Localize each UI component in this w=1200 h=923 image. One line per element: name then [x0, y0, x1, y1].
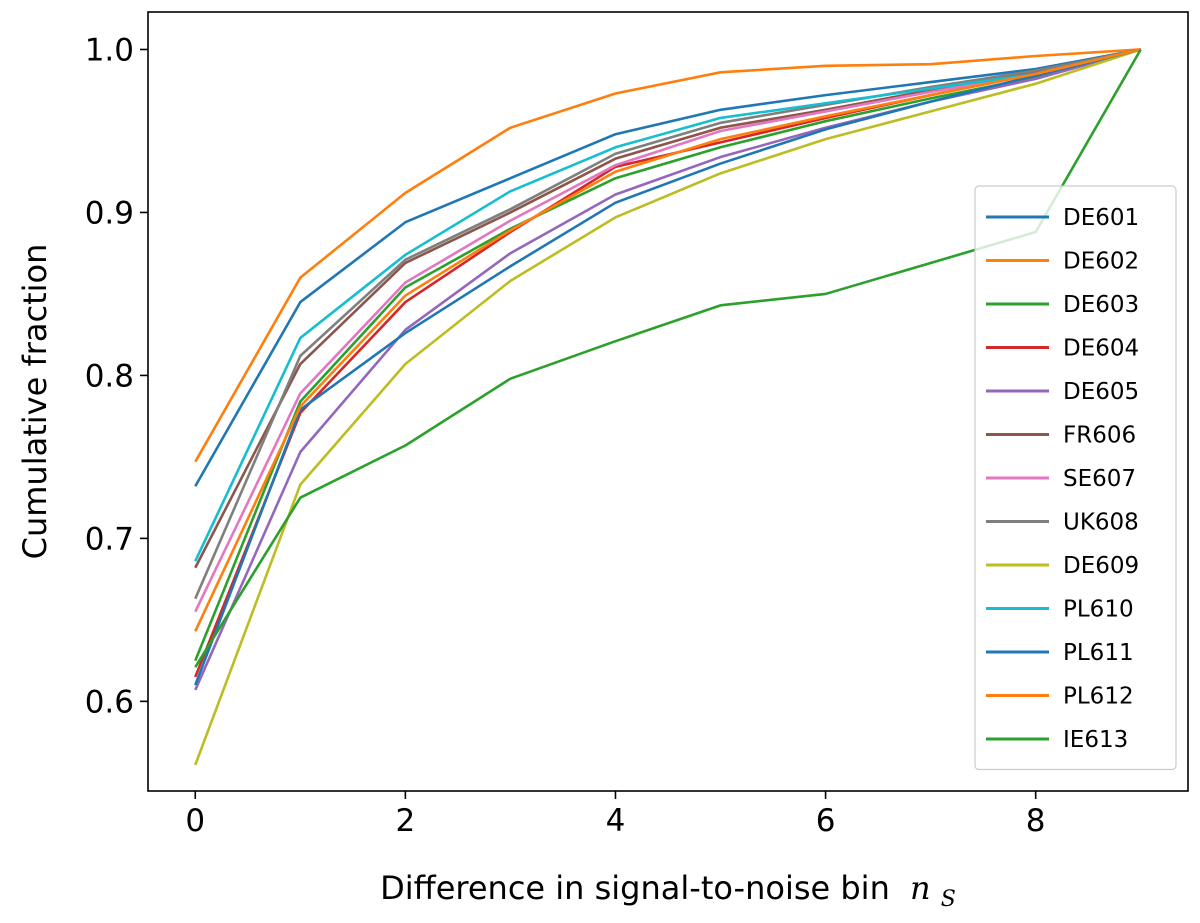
series-line-de602 [194, 48, 1141, 463]
legend-label-pl611: PL611 [1063, 640, 1134, 666]
series-line-pl611 [194, 48, 1142, 686]
x-axis-label-math: n [910, 869, 931, 907]
y-tick-label: 0.8 [85, 358, 134, 394]
legend-label-de603: DE603 [1063, 292, 1139, 318]
x-tick-label: 2 [396, 803, 416, 839]
legend-label-fr606: FR606 [1063, 423, 1136, 449]
x-axis-label: Difference in signal-to-noise bin n S [380, 869, 956, 912]
legend: DE601 DE602 DE603 DE604 DE605 FR606 SE607 UK608… [974, 185, 1177, 771]
series-line-se607 [194, 48, 1142, 613]
x-tick-label: 4 [606, 803, 626, 839]
legend-label-de609: DE609 [1063, 553, 1139, 579]
series-line-de605 [194, 48, 1142, 691]
series-line-uk608 [194, 48, 1141, 600]
x-tick-label: 6 [816, 803, 836, 839]
y-tick-label: 0.9 [85, 195, 134, 231]
x-axis-label-math-subscript: S [941, 887, 956, 912]
series-line-de601 [194, 48, 1141, 487]
legend-box [974, 185, 1177, 771]
legend-label-pl610: PL610 [1063, 597, 1134, 623]
y-tick-label: 1.0 [85, 32, 134, 68]
y-axis-ticks: 0.6 0.7 0.8 0.9 1.0 [85, 32, 148, 720]
plot-area-frame [147, 11, 1189, 792]
legend-label-se607: SE607 [1063, 466, 1136, 492]
y-tick-label: 0.7 [85, 521, 134, 557]
legend-label-de604: DE604 [1063, 336, 1139, 362]
legend-label-pl612: PL612 [1063, 684, 1134, 710]
legend-label-de605: DE605 [1063, 379, 1139, 405]
y-tick-label: 0.6 [85, 684, 134, 720]
series-line-pl610 [194, 48, 1142, 562]
series-line-de609 [194, 48, 1142, 766]
y-axis-label: Cumulative fraction [16, 244, 54, 560]
legend-label-uk608: UK608 [1063, 510, 1139, 536]
x-axis-label-text: Difference in signal-to-noise bin [380, 869, 890, 907]
legend-label-de602: DE602 [1063, 249, 1139, 275]
x-tick-label: 8 [1026, 803, 1046, 839]
x-axis-ticks: 0 2 4 6 8 [185, 791, 1046, 839]
series-line-pl612 [194, 48, 1142, 632]
legend-label-ie613: IE613 [1063, 727, 1128, 753]
x-tick-label: 0 [185, 803, 205, 839]
legend-label-de601: DE601 [1063, 205, 1139, 231]
